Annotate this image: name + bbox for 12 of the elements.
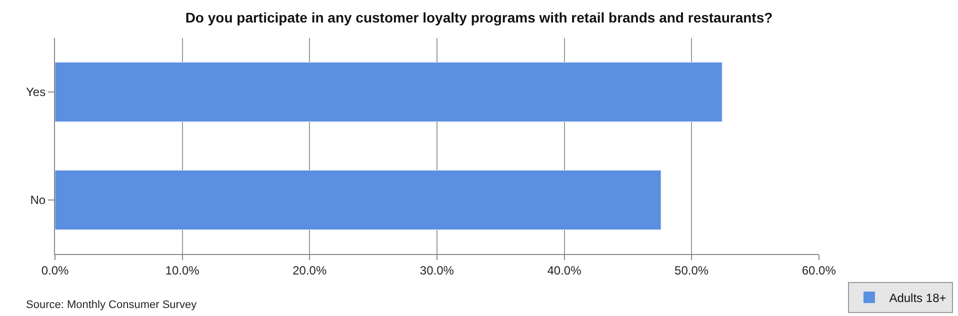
x-tick-label: 10.0% xyxy=(165,263,200,278)
legend-label: Adults 18+ xyxy=(889,291,946,306)
y-tick-label: Yes xyxy=(26,85,46,100)
y-tick-label: No xyxy=(30,193,46,208)
x-tick-label: 0.0% xyxy=(41,263,69,278)
source-note: Source: Monthly Consumer Survey xyxy=(26,299,198,311)
x-tick-label: 40.0% xyxy=(547,263,582,278)
x-tick-label: 50.0% xyxy=(674,263,709,278)
x-tick-label: 30.0% xyxy=(420,263,454,278)
chart-title: Do you participate in any customer loyalty programs with retail brands and restaurants? xyxy=(185,9,773,26)
x-tick-label: 20.0% xyxy=(292,263,327,278)
x-tick-label: 60.0% xyxy=(802,263,836,278)
